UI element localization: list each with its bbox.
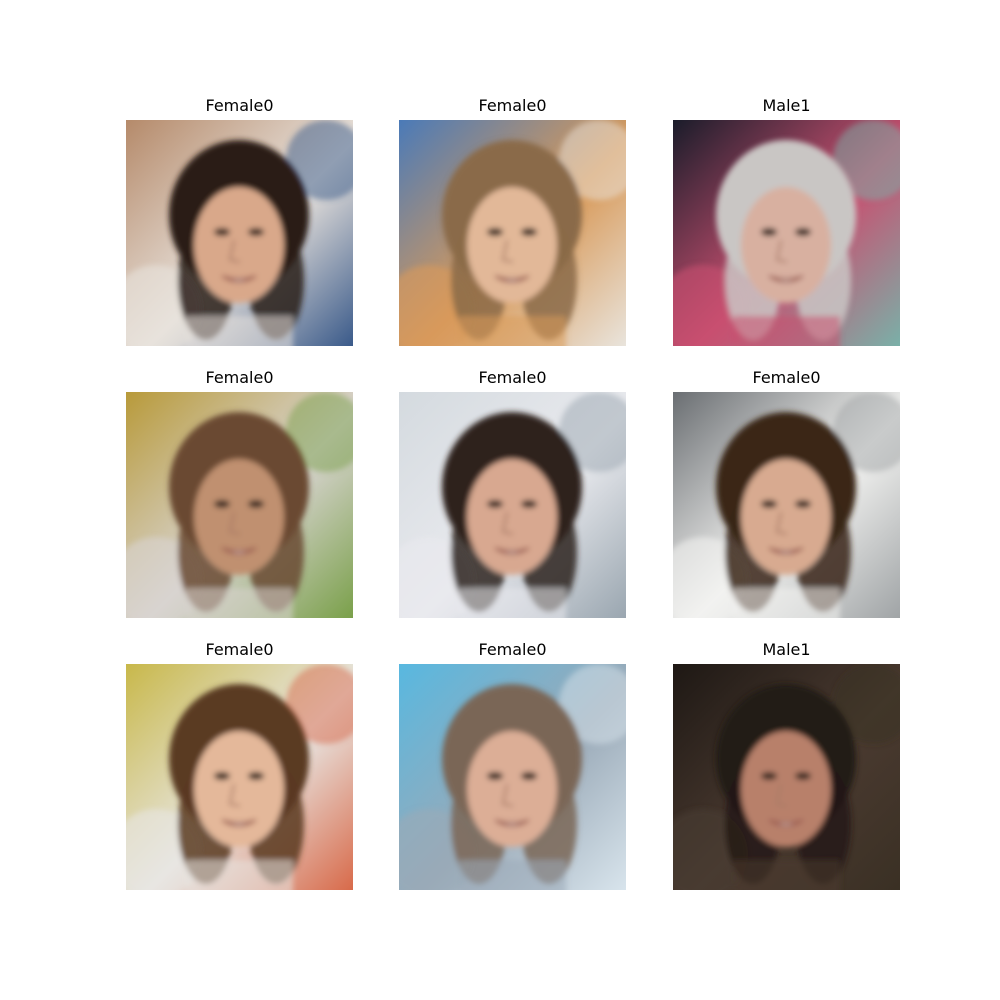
sample-label: Female0 — [205, 368, 274, 387]
sample-label: Male1 — [762, 640, 811, 659]
generated-face-image — [399, 120, 626, 346]
generated-face-image — [126, 664, 353, 890]
generated-face-image — [126, 392, 353, 618]
sample-label: Male1 — [762, 96, 811, 115]
sample-label: Female0 — [205, 96, 274, 115]
generated-face-image — [673, 120, 900, 346]
generated-face-image — [399, 392, 626, 618]
sample-label: Female0 — [205, 640, 274, 659]
sample-label: Female0 — [478, 368, 547, 387]
sample-label: Female0 — [478, 640, 547, 659]
sample-label: Female0 — [478, 96, 547, 115]
sample-label: Female0 — [752, 368, 821, 387]
generated-face-image — [126, 120, 353, 346]
generated-face-image — [673, 392, 900, 618]
generated-face-image — [673, 664, 900, 890]
generated-face-image — [399, 664, 626, 890]
